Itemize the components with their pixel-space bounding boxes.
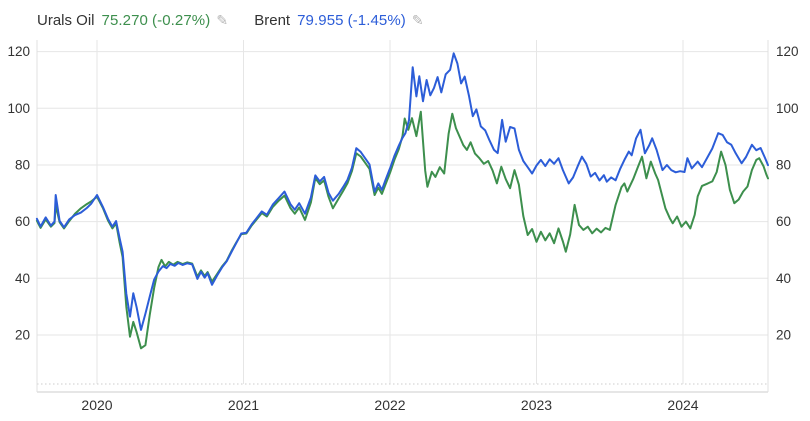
- y-axis-tick-label-right: 120: [776, 44, 799, 59]
- y-axis-tick-label-right: 100: [776, 101, 799, 116]
- legend-urals-oil-label: Urals Oil: [37, 12, 95, 29]
- legend-urals-oil: Urals Oil 75.270 (-0.27%) ✎: [37, 12, 228, 29]
- y-axis-tick-label-left: 20: [15, 328, 30, 343]
- series-line-urals-oil[interactable]: [35, 110, 769, 350]
- y-axis-tick-label-left: 80: [15, 158, 30, 173]
- y-axis-tick-label-left: 100: [7, 101, 30, 116]
- urals-price: 75.270: [101, 12, 148, 29]
- y-axis-tick-label-right: 40: [776, 271, 791, 286]
- chart-legend: Urals Oil 75.270 (-0.27%) ✎ Brent 79.955(…: [37, 12, 424, 29]
- x-axis-tick-label: 2021: [228, 397, 259, 413]
- legend-brent-value: 79.955 (-1.45%): [297, 12, 406, 29]
- legend-urals-oil-value: 75.270 (-0.27%): [102, 12, 211, 29]
- series-line-brent[interactable]: [35, 52, 769, 331]
- y-axis-tick-label-left: 120: [7, 44, 30, 59]
- urals-change-pct: (-0.27%): [152, 12, 211, 29]
- y-axis-tick-label-right: 80: [776, 158, 791, 173]
- x-axis-tick-label: 2020: [81, 397, 112, 413]
- edit-icon[interactable]: ✎: [411, 12, 424, 28]
- legend-brent: Brent 79.955 (-1.45%) ✎: [254, 12, 423, 29]
- brent-change-pct: (-1.45%): [347, 12, 406, 29]
- y-axis-tick-label-left: 40: [15, 271, 30, 286]
- edit-icon[interactable]: ✎: [216, 12, 229, 28]
- y-axis-tick-label-right: 60: [776, 214, 791, 229]
- y-axis-tick-label-left: 60: [15, 214, 30, 229]
- y-axis-tick-label-right: 20: [776, 328, 791, 343]
- legend-brent-label: Brent: [254, 12, 291, 29]
- x-axis-tick-label: 2023: [521, 397, 552, 413]
- brent-price: 79.955: [297, 12, 344, 29]
- x-axis-tick-label: 2022: [374, 397, 405, 413]
- x-axis-tick-label: 2024: [667, 397, 698, 413]
